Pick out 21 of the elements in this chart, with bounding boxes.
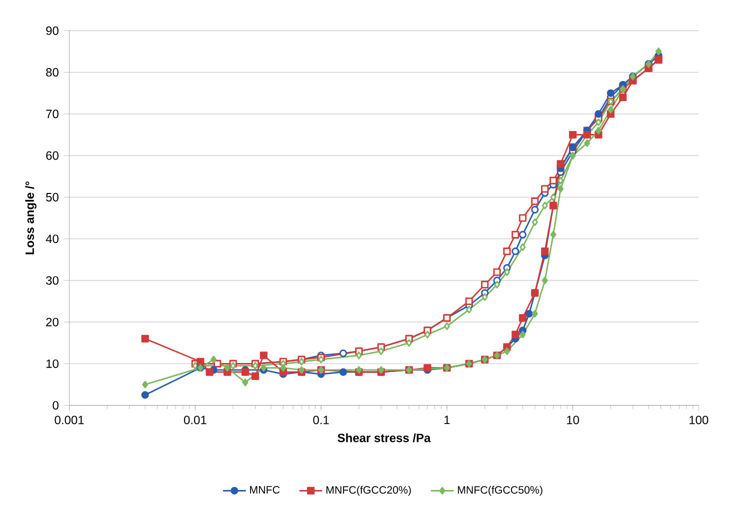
y-tick-label: 40 <box>46 234 58 243</box>
x-tick-label: 1 <box>444 416 450 424</box>
y-axis-title: Loss angle /° <box>25 181 36 254</box>
y-tick-label: 20 <box>46 318 58 326</box>
y-tick-label: 90 <box>46 26 58 35</box>
y-tick-label: 60 <box>46 151 58 160</box>
y-tick-label: 10 <box>46 359 58 368</box>
legend-label: MNFC(fGCC50%) <box>458 486 542 496</box>
x-tick-label: 0.001 <box>54 416 84 424</box>
x-tick-label: 0.1 <box>313 416 329 424</box>
y-tick-label: 70 <box>46 110 58 118</box>
y-tick-label: 80 <box>46 68 58 76</box>
y-tick-label: 0 <box>52 400 58 410</box>
x-axis-title: Shear stress /Pa <box>338 433 431 442</box>
x-tick-label: 0.01 <box>184 416 206 424</box>
x-tick-label: 100 <box>690 416 708 424</box>
x-tick-label: 10 <box>567 416 580 424</box>
legend-label: MNFC <box>250 486 280 494</box>
y-tick-label: 50 <box>46 192 58 202</box>
legend-label: MNFC(fGCC20%) <box>326 486 411 496</box>
y-tick-label: 30 <box>46 276 58 285</box>
